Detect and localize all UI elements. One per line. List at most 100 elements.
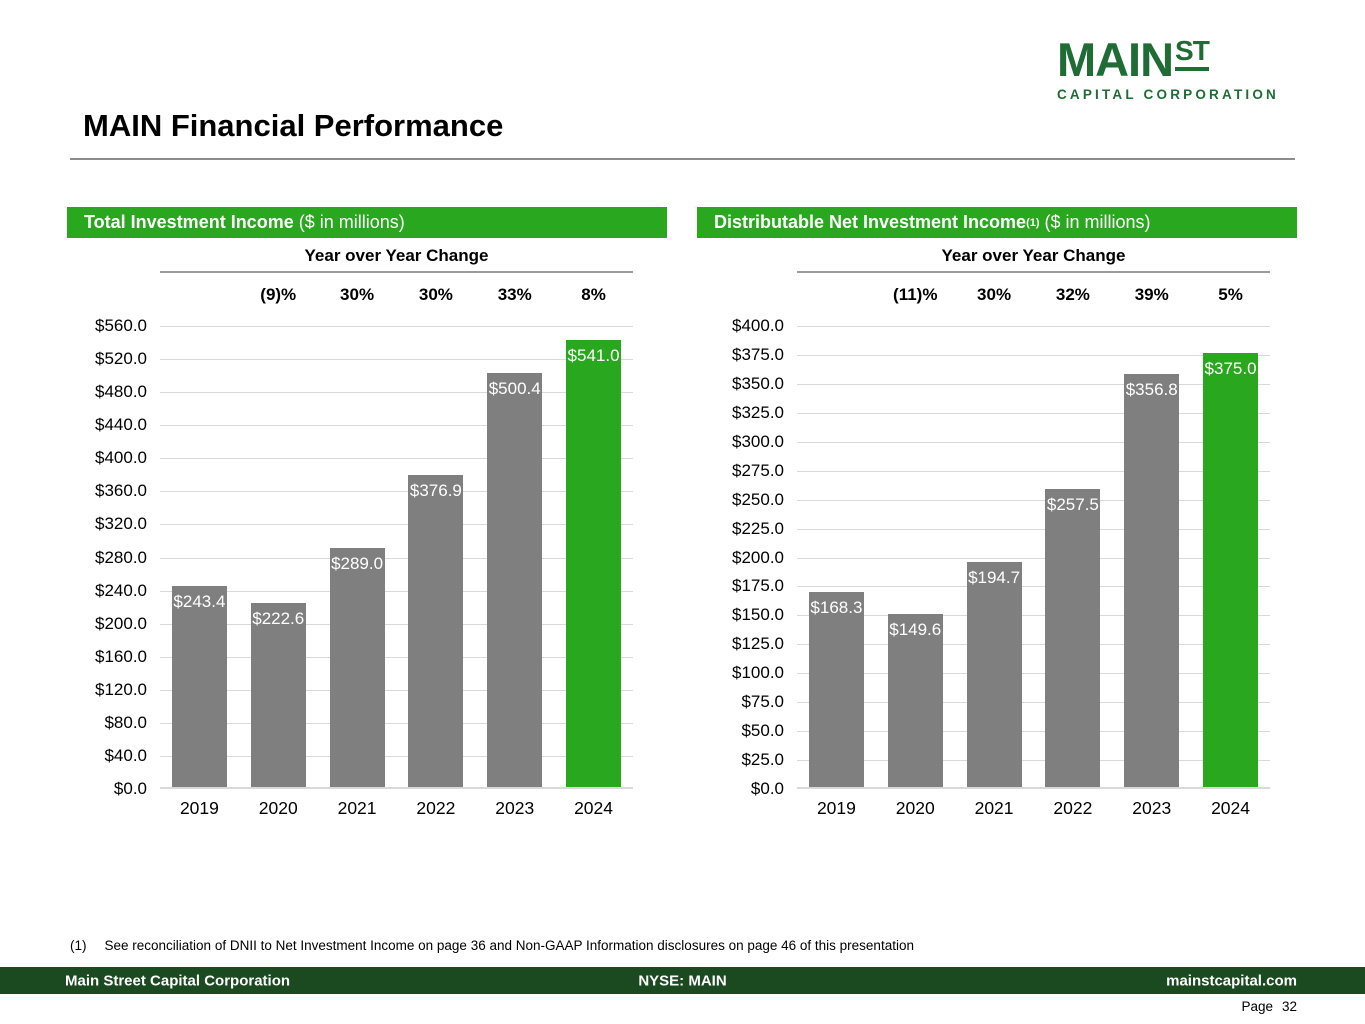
bar-2021: $289.0 — [329, 548, 385, 787]
gridline — [797, 326, 1270, 327]
bar-2024: $375.0 — [1203, 352, 1259, 787]
y-axis-tick-label: $25.0 — [741, 750, 784, 770]
yoy-section: Year over Year Change (9)% 30% 30% 33% 8% — [160, 246, 633, 305]
bar-2022: $376.9 — [408, 475, 464, 787]
y-axis-tick-label: $250.0 — [732, 489, 784, 509]
chart-header: Distributable Net Investment Income (1) (… — [697, 207, 1297, 238]
chart-panel-total-investment-income: Total Investment Income ($ in millions) … — [67, 207, 667, 819]
footer-bar: Main Street Capital Corporation NYSE: MA… — [0, 967, 1365, 994]
x-axis-label: 2023 — [1132, 798, 1172, 818]
x-axis-label: 2021 — [974, 798, 1014, 818]
bar-column: $356.8 — [1112, 326, 1191, 787]
page-number-word: Page — [1241, 999, 1273, 1014]
gridline — [797, 354, 1270, 356]
footnote: (1) See reconciliation of DNII to Net Inv… — [70, 938, 914, 953]
chart-title-units: ($ in millions) — [293, 212, 405, 232]
gridline — [797, 702, 1270, 704]
company-logo: MAIN ST CAPITAL CORPORATION — [1057, 36, 1279, 102]
x-axis-label: 2024 — [574, 798, 614, 818]
bar-column: $194.7 — [955, 326, 1034, 787]
bar-column: $289.0 — [318, 326, 397, 787]
y-axis-tick-label: $300.0 — [732, 431, 784, 451]
bar-2019: $243.4 — [171, 585, 227, 787]
x-axis-label: 2023 — [495, 798, 535, 818]
y-axis-tick-label: $480.0 — [95, 382, 147, 402]
yoy-change-value: 30% — [418, 285, 453, 304]
y-axis-tick-label: $120.0 — [95, 679, 147, 699]
x-axis-labels: 2019 2020 2021 2022 2023 2024 — [797, 798, 1270, 819]
gridline — [160, 590, 633, 592]
bar-value-label: $222.6 — [252, 608, 305, 628]
y-axis-tick-label: $560.0 — [95, 316, 147, 335]
y-axis-tick-label: $175.0 — [732, 576, 784, 596]
x-axis-label: 2021 — [337, 798, 377, 818]
y-axis-tick-label: $0.0 — [750, 779, 784, 798]
gridline — [797, 528, 1270, 530]
page-number: Page 32 — [1241, 999, 1297, 1014]
y-axis-tick-label: $150.0 — [732, 605, 784, 625]
page-title: MAIN Financial Performance — [83, 108, 504, 143]
yoy-divider — [160, 271, 633, 273]
page-number-value: 32 — [1281, 999, 1297, 1014]
bar-2021: $194.7 — [966, 561, 1022, 787]
gridline — [797, 557, 1270, 559]
gridline — [160, 425, 633, 427]
bar-column: $375.0 — [1191, 326, 1270, 787]
gridline — [797, 615, 1270, 617]
gridline — [797, 644, 1270, 646]
bar-2020: $149.6 — [887, 613, 943, 787]
bar-2024: $541.0 — [566, 339, 622, 787]
logo-subtitle: CAPITAL CORPORATION — [1056, 87, 1279, 102]
y-axis-tick-label: $400.0 — [95, 448, 147, 468]
gridline — [797, 760, 1270, 762]
footer-company-name: Main Street Capital Corporation — [65, 972, 291, 989]
x-axis-label: 2022 — [1053, 798, 1093, 818]
bar-value-label: $194.7 — [968, 567, 1021, 587]
yoy-change-value: 8% — [581, 285, 606, 304]
gridline — [160, 326, 633, 327]
yoy-change-value: 39% — [1134, 285, 1169, 304]
y-axis-tick-label: $320.0 — [95, 514, 147, 534]
y-axis-tick-label: $400.0 — [732, 316, 784, 335]
gridline — [160, 458, 633, 460]
y-axis-tick-label: $325.0 — [732, 402, 784, 422]
yoy-values: (11)% 30% 32% 39% 5% — [797, 285, 1270, 305]
gridline — [160, 755, 633, 757]
y-axis-tick-label: $440.0 — [95, 415, 147, 435]
y-axis-tick-label: $200.0 — [732, 547, 784, 567]
yoy-empty-cell — [797, 285, 876, 305]
gridline — [797, 586, 1270, 588]
yoy-change-value: 5% — [1218, 285, 1243, 304]
gridline — [160, 656, 633, 658]
yoy-change-value: (9)% — [260, 285, 297, 304]
gridline — [160, 722, 633, 724]
y-axis-tick-label: $520.0 — [95, 349, 147, 369]
y-axis-tick-label: $275.0 — [732, 460, 784, 480]
chart-header: Total Investment Income ($ in millions) — [67, 207, 667, 238]
bar-value-label: $375.0 — [1204, 358, 1257, 378]
yoy-change-value: 30% — [340, 285, 375, 304]
y-axis-tick-label: $160.0 — [95, 646, 147, 666]
x-axis-label: 2020 — [258, 798, 298, 818]
footer-ticker: NYSE: MAIN — [638, 972, 727, 989]
yoy-title: Year over Year Change — [941, 246, 1126, 265]
bar-value-label: $376.9 — [409, 481, 462, 501]
gridline — [160, 359, 633, 361]
y-axis-tick-label: $40.0 — [104, 745, 147, 765]
y-axis-tick-label: $100.0 — [732, 663, 784, 683]
bar-2022: $257.5 — [1045, 488, 1101, 787]
footer-website: mainstcapital.com — [1166, 972, 1297, 989]
bar-value-label: $356.8 — [1125, 380, 1178, 400]
title-divider — [70, 158, 1295, 160]
footnote-text: See reconciliation of DNII to Net Invest… — [104, 938, 914, 953]
y-axis-tick-label: $350.0 — [732, 373, 784, 393]
bar-2020: $222.6 — [250, 602, 306, 787]
bar-column: $500.4 — [475, 326, 554, 787]
y-axis-tick-label: $80.0 — [104, 712, 147, 732]
gridline — [160, 491, 633, 493]
bar-2023: $356.8 — [1124, 374, 1180, 787]
bar-chart-plot: $243.4 $222.6 $289.0 $376.9 $500.4 $541.0 $0.… — [95, 316, 633, 798]
gridline — [160, 392, 633, 394]
chart-title: Total Investment Income — [84, 212, 294, 232]
